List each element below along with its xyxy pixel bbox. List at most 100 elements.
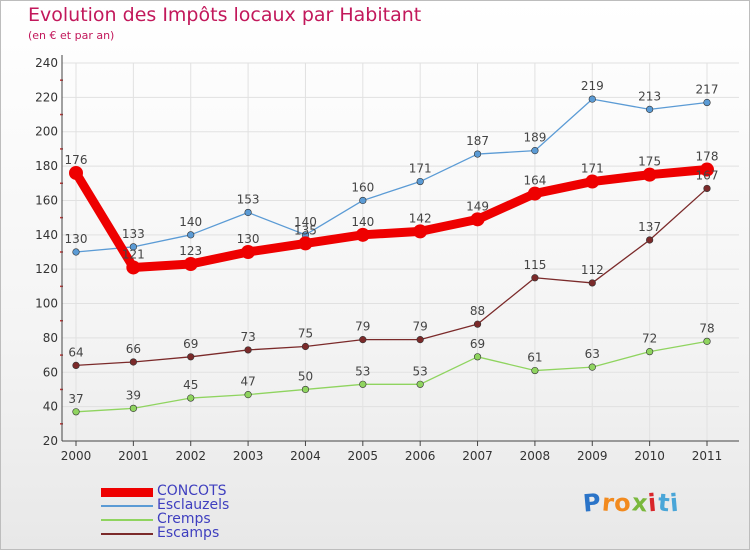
data-label-escamps: 115 bbox=[523, 258, 546, 272]
data-point-esclauzels bbox=[244, 208, 252, 217]
data-point-concots bbox=[126, 260, 141, 275]
data-label-cremps: 63 bbox=[585, 347, 600, 361]
legend-item-escamps: Escamps bbox=[101, 525, 361, 541]
series-line-esclauzels bbox=[75, 98, 708, 253]
y-tick-label: 80 bbox=[43, 331, 58, 345]
legend-label: Escamps bbox=[157, 525, 220, 541]
data-label-escamps: 75 bbox=[298, 327, 313, 341]
data-point-concots bbox=[69, 165, 83, 180]
legend-swatch bbox=[101, 533, 153, 535]
series-line-cremps bbox=[75, 340, 708, 413]
data-point-esclauzels bbox=[129, 243, 137, 251]
x-tick-label: 2008 bbox=[520, 449, 551, 463]
data-label-cremps: 39 bbox=[126, 388, 141, 402]
logo-letter: P bbox=[581, 488, 603, 518]
data-label-cremps: 69 bbox=[470, 337, 485, 351]
data-point-cremps bbox=[588, 363, 596, 371]
data-point-esclauzels bbox=[588, 95, 596, 103]
x-tick-label: 2002 bbox=[175, 449, 206, 463]
data-point-escamps bbox=[72, 361, 80, 370]
data-label-cremps: 37 bbox=[68, 392, 83, 406]
data-point-concots bbox=[355, 227, 370, 242]
grid bbox=[62, 62, 739, 441]
data-point-concots bbox=[413, 224, 428, 239]
logo-letter: i bbox=[668, 488, 681, 518]
data-point-escamps bbox=[359, 336, 367, 344]
data-point-concots bbox=[527, 186, 542, 201]
data-point-escamps bbox=[244, 346, 252, 354]
x-tick-label: 2001 bbox=[118, 449, 149, 463]
data-point-concots bbox=[642, 167, 657, 182]
data-label-escamps: 137 bbox=[638, 220, 661, 234]
data-label-esclauzels: 171 bbox=[409, 162, 432, 176]
y-tick-label: 40 bbox=[43, 400, 58, 414]
data-label-esclauzels: 133 bbox=[122, 227, 145, 241]
data-label-concots: 175 bbox=[638, 155, 661, 169]
data-label-escamps: 79 bbox=[355, 320, 370, 334]
data-label-concots: 142 bbox=[409, 211, 432, 225]
data-point-cremps bbox=[416, 380, 424, 388]
x-tick-label: 2011 bbox=[692, 449, 723, 463]
data-label-cremps: 50 bbox=[298, 369, 313, 383]
data-point-esclauzels bbox=[187, 231, 195, 239]
proxiti-logo: Proxiti bbox=[581, 488, 681, 518]
data-point-concots bbox=[585, 174, 600, 189]
data-label-concots: 130 bbox=[237, 232, 260, 246]
chart-subtitle: (en € et par an) bbox=[28, 29, 115, 42]
data-label-escamps: 167 bbox=[696, 168, 719, 182]
data-point-escamps bbox=[646, 236, 654, 244]
data-label-cremps: 78 bbox=[699, 321, 714, 335]
data-label-cremps: 45 bbox=[183, 378, 198, 392]
data-point-cremps bbox=[187, 394, 195, 402]
data-label-esclauzels: 189 bbox=[523, 131, 546, 145]
chart-title: Evolution des Impôts locaux par Habitant bbox=[28, 4, 422, 26]
data-point-concots bbox=[700, 162, 714, 177]
data-point-concots bbox=[298, 236, 313, 251]
y-tick-label: 60 bbox=[43, 365, 58, 379]
data-point-esclauzels bbox=[646, 105, 654, 113]
data-point-cremps bbox=[359, 380, 367, 388]
data-point-escamps bbox=[473, 320, 482, 328]
x-tick-label: 2003 bbox=[233, 449, 264, 463]
legend-swatch bbox=[101, 519, 153, 521]
y-tick-label: 20 bbox=[43, 434, 58, 448]
data-point-cremps bbox=[531, 366, 539, 375]
data-label-concots: 135 bbox=[294, 223, 317, 237]
data-label-esclauzels: 140 bbox=[179, 215, 202, 229]
data-label-esclauzels: 187 bbox=[466, 134, 489, 148]
data-point-cremps bbox=[301, 385, 310, 394]
legend-swatch bbox=[101, 505, 153, 507]
data-point-esclauzels bbox=[531, 147, 539, 155]
x-tick-label: 2000 bbox=[61, 449, 92, 463]
data-label-escamps: 112 bbox=[581, 263, 604, 277]
data-point-cremps bbox=[703, 337, 711, 345]
data-label-concots: 178 bbox=[696, 150, 719, 164]
data-label-esclauzels: 160 bbox=[351, 180, 374, 194]
data-point-esclauzels bbox=[72, 248, 80, 256]
legend-label: Esclauzels bbox=[157, 497, 230, 513]
x-tick-label: 2006 bbox=[405, 449, 436, 463]
data-point-concots bbox=[470, 212, 485, 227]
data-point-esclauzels bbox=[416, 177, 424, 186]
data-label-concots: 140 bbox=[351, 215, 374, 229]
legend-item-cremps: Cremps bbox=[101, 511, 361, 527]
data-point-esclauzels bbox=[473, 150, 482, 158]
data-point-concots bbox=[241, 245, 256, 259]
data-point-cremps bbox=[244, 391, 252, 399]
data-point-escamps bbox=[588, 279, 596, 287]
data-point-escamps bbox=[129, 358, 137, 366]
x-tick-label: 2007 bbox=[462, 449, 493, 463]
legend-swatch bbox=[101, 487, 153, 497]
data-point-escamps bbox=[301, 342, 310, 351]
legend-label: Cremps bbox=[157, 511, 211, 527]
x-tick-label: 2009 bbox=[577, 449, 608, 463]
data-label-escamps: 73 bbox=[240, 330, 255, 344]
series-line-concots bbox=[71, 165, 712, 272]
data-label-cremps: 47 bbox=[240, 375, 255, 389]
data-label-esclauzels: 217 bbox=[696, 83, 719, 97]
data-point-escamps bbox=[703, 184, 711, 193]
data-label-concots: 123 bbox=[179, 244, 202, 258]
legend-item-concots: CONCOTS bbox=[101, 483, 361, 499]
data-point-escamps bbox=[531, 274, 539, 282]
data-label-escamps: 66 bbox=[126, 342, 141, 356]
